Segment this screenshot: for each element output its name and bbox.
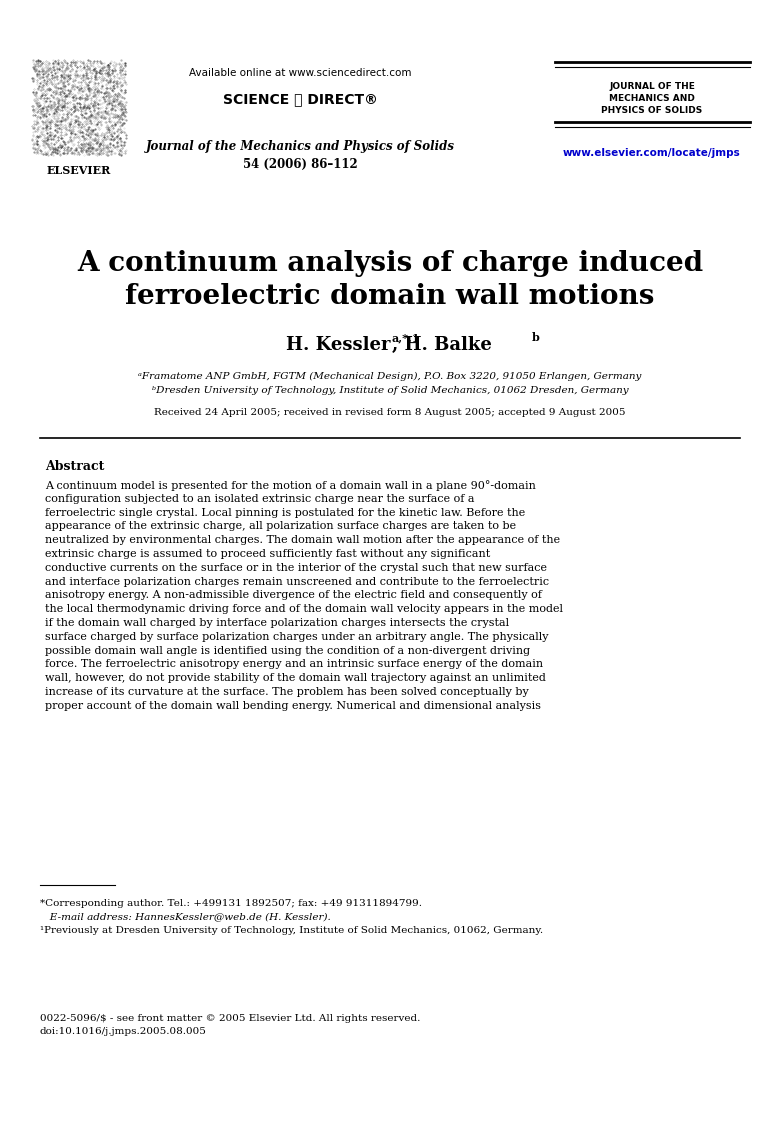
Text: www.elsevier.com/locate/jmps: www.elsevier.com/locate/jmps xyxy=(563,149,741,158)
Text: ELSEVIER: ELSEVIER xyxy=(47,166,111,176)
Text: Abstract: Abstract xyxy=(45,460,105,473)
Text: A continuum analysis of charge induced: A continuum analysis of charge induced xyxy=(77,249,703,277)
Text: PHYSICS OF SOLIDS: PHYSICS OF SOLIDS xyxy=(601,105,703,115)
Text: JOURNAL OF THE: JOURNAL OF THE xyxy=(609,82,695,91)
Text: 54 (2006) 86–112: 54 (2006) 86–112 xyxy=(243,158,357,171)
Text: b: b xyxy=(532,332,540,342)
Text: A continuum model is presented for the motion of a domain wall in a plane 90°-do: A continuum model is presented for the m… xyxy=(45,480,536,491)
Text: Journal of the Mechanics and Physics of Solids: Journal of the Mechanics and Physics of … xyxy=(146,139,455,153)
Text: ¹Previously at Dresden University of Technology, Institute of Solid Mechanics, 0: ¹Previously at Dresden University of Tec… xyxy=(40,926,543,936)
Text: the local thermodynamic driving force and of the domain wall velocity appears in: the local thermodynamic driving force an… xyxy=(45,604,563,615)
Text: H. Kessler: H. Kessler xyxy=(285,336,390,354)
Text: configuration subjected to an isolated extrinsic charge near the surface of a: configuration subjected to an isolated e… xyxy=(45,493,474,503)
Text: doi:10.1016/j.jmps.2005.08.005: doi:10.1016/j.jmps.2005.08.005 xyxy=(40,1027,207,1036)
Text: MECHANICS AND: MECHANICS AND xyxy=(609,94,695,103)
Text: ferroelectric domain wall motions: ferroelectric domain wall motions xyxy=(126,284,654,310)
Text: E-mail address: HannesKessler@web.de (H. Kessler).: E-mail address: HannesKessler@web.de (H.… xyxy=(40,912,331,921)
Text: proper account of the domain wall bending energy. Numerical and dimensional anal: proper account of the domain wall bendin… xyxy=(45,701,541,711)
Text: possible domain wall angle is identified using the condition of a non-divergent : possible domain wall angle is identified… xyxy=(45,645,530,655)
Text: and interface polarization charges remain unscreened and contribute to the ferro: and interface polarization charges remai… xyxy=(45,576,549,586)
Text: neutralized by environmental charges. The domain wall motion after the appearanc: neutralized by environmental charges. Th… xyxy=(45,535,560,545)
Text: ᵃFramatome ANP GmbH, FGTM (Mechanical Design), P.O. Box 3220, 91050 Erlangen, Ge: ᵃFramatome ANP GmbH, FGTM (Mechanical De… xyxy=(138,372,642,381)
Text: ferroelectric single crystal. Local pinning is postulated for the kinetic law. B: ferroelectric single crystal. Local pinn… xyxy=(45,508,525,517)
Text: , H. Balke: , H. Balke xyxy=(392,336,492,354)
Text: ᵇDresden University of Technology, Institute of Solid Mechanics, 01062 Dresden, : ᵇDresden University of Technology, Insti… xyxy=(151,386,629,395)
Text: if the domain wall charged by interface polarization charges intersects the crys: if the domain wall charged by interface … xyxy=(45,618,509,628)
Text: appearance of the extrinsic charge, all polarization surface charges are taken t: appearance of the extrinsic charge, all … xyxy=(45,522,516,532)
Text: wall, however, do not provide stability of the domain wall trajectory against an: wall, however, do not provide stability … xyxy=(45,674,546,683)
Text: 0022-5096/$ - see front matter © 2005 Elsevier Ltd. All rights reserved.: 0022-5096/$ - see front matter © 2005 El… xyxy=(40,1014,420,1023)
Text: force. The ferroelectric anisotropy energy and an intrinsic surface energy of th: force. The ferroelectric anisotropy ener… xyxy=(45,659,543,669)
Text: extrinsic charge is assumed to proceed sufficiently fast without any significant: extrinsic charge is assumed to proceed s… xyxy=(45,549,491,559)
Text: a,*,1: a,*,1 xyxy=(392,332,420,342)
Text: conductive currents on the surface or in the interior of the crystal such that n: conductive currents on the surface or in… xyxy=(45,562,547,573)
Text: Received 24 April 2005; received in revised form 8 August 2005; accepted 9 Augus: Received 24 April 2005; received in revi… xyxy=(154,408,626,417)
Text: increase of its curvature at the surface. The problem has been solved conceptual: increase of its curvature at the surface… xyxy=(45,687,529,697)
Text: Available online at www.sciencedirect.com: Available online at www.sciencedirect.co… xyxy=(189,68,411,78)
Text: *Corresponding author. Tel.: +499131 1892507; fax: +49 91311894799.: *Corresponding author. Tel.: +499131 189… xyxy=(40,899,422,908)
Text: anisotropy energy. A non-admissible divergence of the electric field and consequ: anisotropy energy. A non-admissible dive… xyxy=(45,591,542,600)
Text: surface charged by surface polarization charges under an arbitrary angle. The ph: surface charged by surface polarization … xyxy=(45,632,548,642)
Text: SCIENCE ⓐ DIRECT®: SCIENCE ⓐ DIRECT® xyxy=(222,92,378,105)
